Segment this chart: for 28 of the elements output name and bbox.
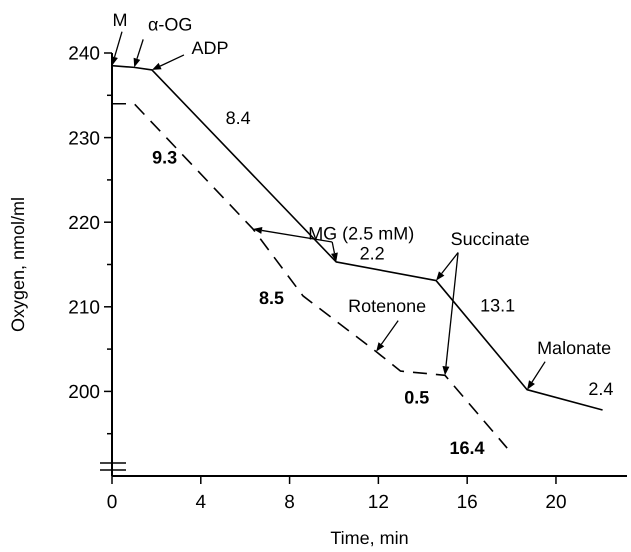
x-axis-title: Time, min xyxy=(330,528,409,548)
x-tick-label: 0 xyxy=(106,492,118,513)
annotation: 2.4 xyxy=(588,379,614,400)
x-tick-label: 4 xyxy=(196,492,207,513)
annotation: 16.4 xyxy=(450,438,485,458)
x-tick-label: 16 xyxy=(456,492,478,513)
annotation: ADP xyxy=(191,38,228,58)
x-tick-label: 20 xyxy=(545,492,567,513)
y-tick-label: 210 xyxy=(68,297,100,318)
y-tick-label: 230 xyxy=(68,128,100,150)
y-tick-label: 240 xyxy=(68,44,100,65)
annotation: Malonate xyxy=(537,338,612,358)
annotation: Rotenone xyxy=(348,296,426,316)
x-tick-label: 12 xyxy=(368,492,389,513)
annotation: M xyxy=(112,10,128,30)
annotation: 8.5 xyxy=(259,288,284,308)
annotation: Succinate xyxy=(450,228,530,249)
y-axis-title: Oxygen, nmol/ml xyxy=(8,196,28,332)
annotation: 13.1 xyxy=(480,295,516,316)
annotation: MG (2.5 mM) xyxy=(308,223,414,244)
annotation: 9.3 xyxy=(152,148,178,168)
annotation: 8.4 xyxy=(226,108,251,128)
annotation: α-OG xyxy=(148,14,192,35)
annotation: 2.2 xyxy=(360,244,385,264)
y-tick-label: 220 xyxy=(68,212,100,234)
annotation: 0.5 xyxy=(404,388,430,408)
x-tick-label: 8 xyxy=(284,492,295,513)
y-tick-label: 200 xyxy=(68,382,100,404)
